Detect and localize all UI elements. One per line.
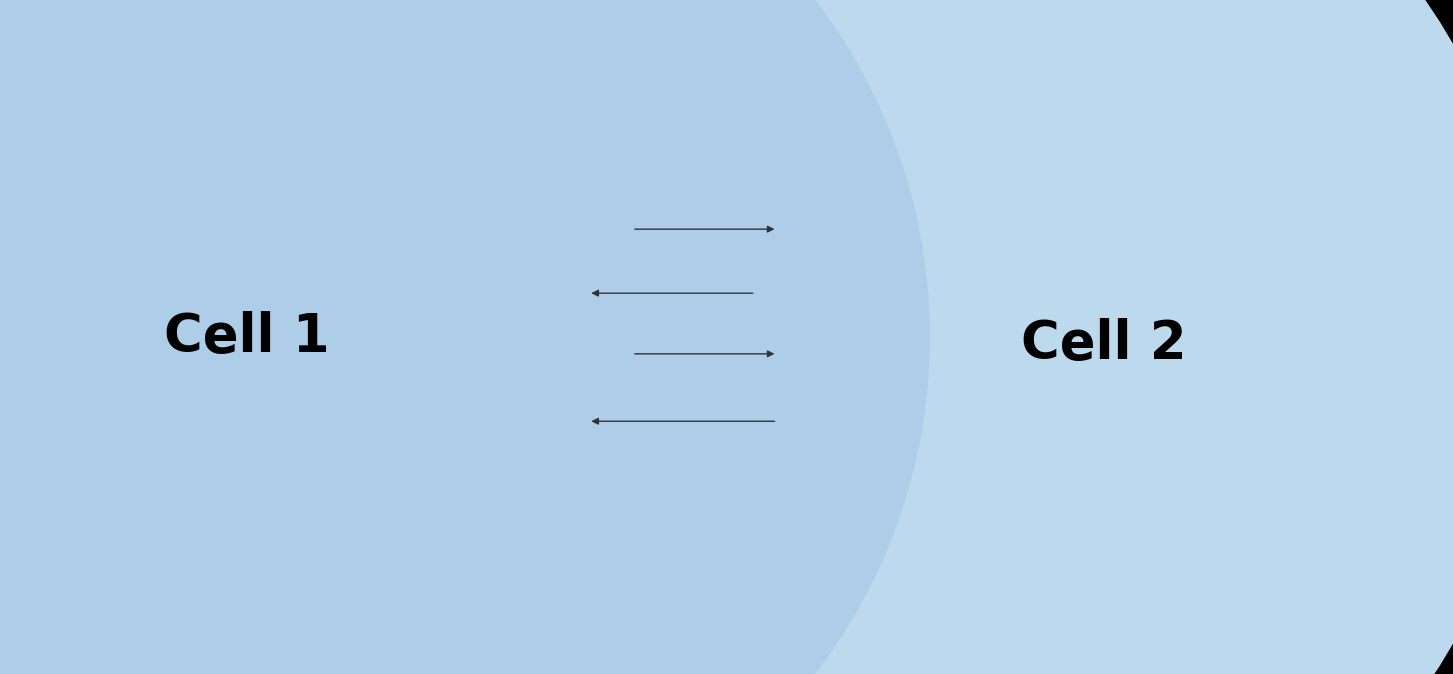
Ellipse shape [327, 0, 1453, 674]
Text: Cell 1: Cell 1 [164, 311, 330, 363]
Text: Cell 2: Cell 2 [1021, 317, 1187, 370]
Ellipse shape [0, 0, 930, 674]
